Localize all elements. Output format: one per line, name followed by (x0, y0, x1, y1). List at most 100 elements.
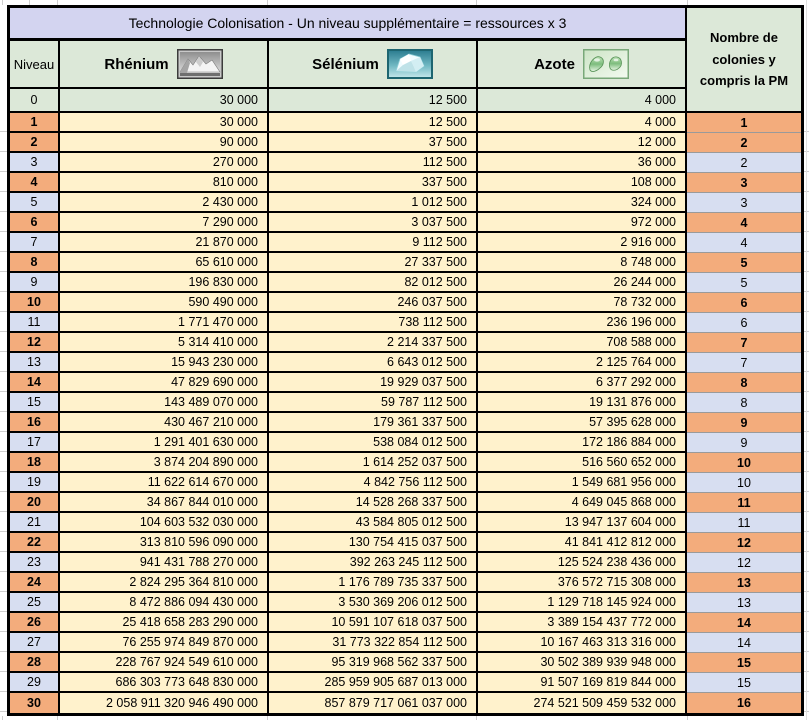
azote-cell[interactable]: 19 131 876 000 (478, 393, 687, 413)
rhenium-cell[interactable]: 590 490 000 (60, 293, 269, 313)
colonies-cell[interactable]: 7 (687, 333, 801, 353)
selenium-cell[interactable]: 27 337 500 (269, 253, 478, 273)
niveau-cell[interactable]: 16 (10, 413, 60, 433)
selenium-cell[interactable]: 3 037 500 (269, 213, 478, 233)
niveau-cell[interactable]: 12 (10, 333, 60, 353)
azote-cell[interactable]: 78 732 000 (478, 293, 687, 313)
colonies-cell[interactable]: 4 (687, 233, 801, 253)
colonies-cell[interactable]: 14 (687, 613, 801, 633)
rhenium-cell[interactable]: 5 314 410 000 (60, 333, 269, 353)
niveau-cell[interactable]: 7 (10, 233, 60, 253)
selenium-cell[interactable]: 738 112 500 (269, 313, 478, 333)
azote-cell[interactable]: 3 389 154 437 772 000 (478, 613, 687, 633)
rhenium-cell[interactable]: 47 829 690 000 (60, 373, 269, 393)
azote-cell[interactable]: 972 000 (478, 213, 687, 233)
colonies-cell[interactable]: 3 (687, 173, 801, 193)
rhenium-cell[interactable]: 11 622 614 670 000 (60, 473, 269, 493)
selenium-cell[interactable]: 1 614 252 037 500 (269, 453, 478, 473)
selenium-cell[interactable]: 12 500 (269, 89, 478, 113)
niveau-cell[interactable]: 11 (10, 313, 60, 333)
niveau-cell[interactable]: 26 (10, 613, 60, 633)
rhenium-cell[interactable]: 30 000 (60, 89, 269, 113)
azote-cell[interactable]: 236 196 000 (478, 313, 687, 333)
selenium-cell[interactable]: 1 176 789 735 337 500 (269, 573, 478, 593)
colonies-cell[interactable]: 15 (687, 653, 801, 673)
azote-cell[interactable]: 4 649 045 868 000 (478, 493, 687, 513)
azote-cell[interactable]: 36 000 (478, 153, 687, 173)
niveau-cell[interactable]: 2 (10, 133, 60, 153)
niveau-cell[interactable]: 18 (10, 453, 60, 473)
col-header-azote[interactable]: Azote (478, 41, 687, 89)
colonies-cell[interactable]: 3 (687, 193, 801, 213)
rhenium-cell[interactable]: 15 943 230 000 (60, 353, 269, 373)
niveau-cell[interactable]: 8 (10, 253, 60, 273)
azote-cell[interactable]: 2 125 764 000 (478, 353, 687, 373)
colonies-cell[interactable]: 15 (687, 673, 801, 693)
azote-cell[interactable]: 6 377 292 000 (478, 373, 687, 393)
selenium-cell[interactable]: 37 500 (269, 133, 478, 153)
niveau-cell[interactable]: 19 (10, 473, 60, 493)
selenium-cell[interactable]: 82 012 500 (269, 273, 478, 293)
colonies-cell[interactable]: 7 (687, 353, 801, 373)
rhenium-cell[interactable]: 8 472 886 094 430 000 (60, 593, 269, 613)
niveau-cell[interactable]: 20 (10, 493, 60, 513)
niveau-cell[interactable]: 24 (10, 573, 60, 593)
rhenium-cell[interactable]: 686 303 773 648 830 000 (60, 673, 269, 693)
colonies-cell[interactable]: 14 (687, 633, 801, 653)
niveau-cell[interactable]: 28 (10, 653, 60, 673)
azote-cell[interactable]: 1 549 681 956 000 (478, 473, 687, 493)
niveau-cell[interactable]: 15 (10, 393, 60, 413)
rhenium-cell[interactable]: 270 000 (60, 153, 269, 173)
selenium-cell[interactable]: 2 214 337 500 (269, 333, 478, 353)
colonies-cell[interactable]: 9 (687, 433, 801, 453)
niveau-cell[interactable]: 17 (10, 433, 60, 453)
rhenium-cell[interactable]: 2 430 000 (60, 193, 269, 213)
selenium-cell[interactable]: 31 773 322 854 112 500 (269, 633, 478, 653)
azote-cell[interactable]: 125 524 238 436 000 (478, 553, 687, 573)
selenium-cell[interactable]: 1 012 500 (269, 193, 478, 213)
azote-cell[interactable]: 4 000 (478, 89, 687, 113)
colonies-cell[interactable]: 12 (687, 533, 801, 553)
azote-cell[interactable]: 324 000 (478, 193, 687, 213)
colonies-cell[interactable]: 16 (687, 693, 801, 713)
colonies-cell[interactable]: 11 (687, 493, 801, 513)
azote-cell[interactable]: 10 167 463 313 316 000 (478, 633, 687, 653)
niveau-cell[interactable]: 14 (10, 373, 60, 393)
selenium-cell[interactable]: 246 037 500 (269, 293, 478, 313)
azote-cell[interactable]: 376 572 715 308 000 (478, 573, 687, 593)
selenium-cell[interactable]: 10 591 107 618 037 500 (269, 613, 478, 633)
azote-cell[interactable]: 4 000 (478, 113, 687, 133)
col-header-colonies[interactable]: Nombre de colonies y compris la PM (687, 8, 801, 113)
rhenium-cell[interactable]: 25 418 658 283 290 000 (60, 613, 269, 633)
colonies-cell[interactable]: 5 (687, 253, 801, 273)
rhenium-cell[interactable]: 196 830 000 (60, 273, 269, 293)
rhenium-cell[interactable]: 430 467 210 000 (60, 413, 269, 433)
colonies-cell[interactable]: 8 (687, 373, 801, 393)
colonies-cell[interactable]: 13 (687, 593, 801, 613)
azote-cell[interactable]: 274 521 509 459 532 000 (478, 693, 687, 713)
col-header-niveau[interactable]: Niveau (10, 41, 60, 89)
colonies-cell[interactable]: 11 (687, 513, 801, 533)
niveau-cell[interactable]: 6 (10, 213, 60, 233)
rhenium-cell[interactable]: 30 000 (60, 113, 269, 133)
azote-cell[interactable]: 8 748 000 (478, 253, 687, 273)
rhenium-cell[interactable]: 143 489 070 000 (60, 393, 269, 413)
azote-cell[interactable]: 57 395 628 000 (478, 413, 687, 433)
selenium-cell[interactable]: 19 929 037 500 (269, 373, 478, 393)
rhenium-cell[interactable]: 228 767 924 549 610 000 (60, 653, 269, 673)
rhenium-cell[interactable]: 1 771 470 000 (60, 313, 269, 333)
niveau-cell[interactable]: 22 (10, 533, 60, 553)
rhenium-cell[interactable]: 65 610 000 (60, 253, 269, 273)
selenium-cell[interactable]: 3 530 369 206 012 500 (269, 593, 478, 613)
selenium-cell[interactable]: 14 528 268 337 500 (269, 493, 478, 513)
selenium-cell[interactable]: 6 643 012 500 (269, 353, 478, 373)
colonies-cell[interactable]: 6 (687, 313, 801, 333)
azote-cell[interactable]: 516 560 652 000 (478, 453, 687, 473)
colonies-cell[interactable]: 5 (687, 273, 801, 293)
azote-cell[interactable]: 12 000 (478, 133, 687, 153)
niveau-cell[interactable]: 5 (10, 193, 60, 213)
selenium-cell[interactable]: 857 879 717 061 037 000 (269, 693, 478, 713)
colonies-cell[interactable]: 10 (687, 453, 801, 473)
azote-cell[interactable]: 91 507 169 819 844 000 (478, 673, 687, 693)
rhenium-cell[interactable]: 313 810 596 090 000 (60, 533, 269, 553)
